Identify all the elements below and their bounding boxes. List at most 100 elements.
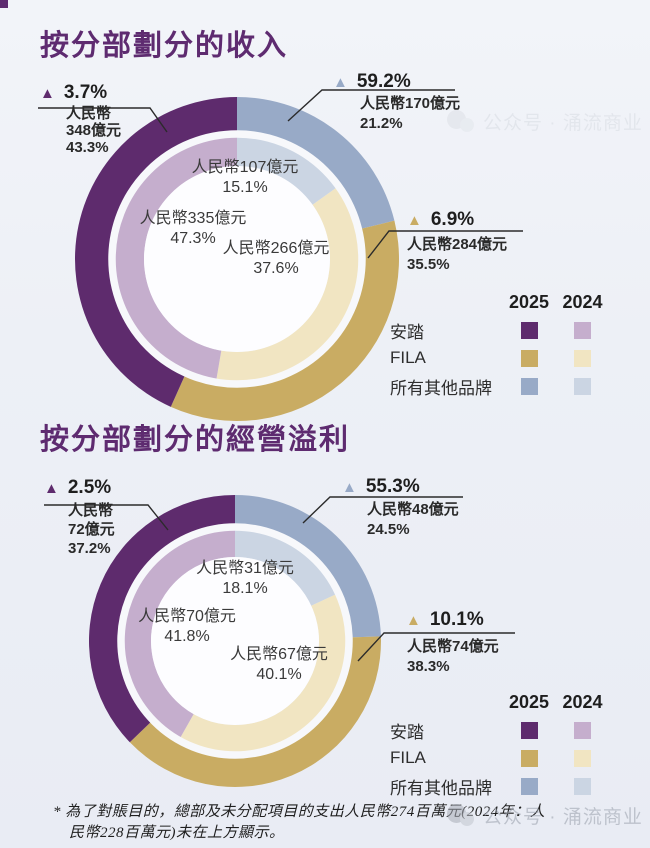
legend-swatch-cell (556, 349, 609, 367)
growth-percent: 10.1% (429, 609, 484, 630)
anta-2025-swatch (520, 321, 538, 339)
legend-label-anta: 安踏 (390, 722, 424, 742)
anta-2025-swatch (520, 721, 538, 739)
fila-2025-swatch (520, 349, 538, 367)
label-line: 72億元 (68, 521, 115, 538)
growth-triangle-icon: ▲ (44, 479, 59, 497)
label-line: 15.1% (222, 179, 268, 196)
donut-segment-2024-安踏 (123, 530, 235, 738)
growth-percent: 55.3% (365, 476, 420, 497)
donut-segment-2025-安踏 (74, 97, 237, 407)
watermark-top: 公众号 · 涌流商业 (447, 108, 643, 135)
profit-callout-fila-lines: 人民幣74億元 38.3% (407, 637, 499, 677)
donut-segment-2025-安踏 (89, 495, 235, 743)
label-line: 人民幣67億元 (230, 646, 328, 663)
label-line: 人民幣 (68, 502, 114, 519)
watermark-bottom: 公众号 · 涌流商业 (447, 802, 643, 829)
growth-triangle-icon: ▲ (406, 611, 421, 629)
profit-chart-title: 按分部劃分的經營溢利 (40, 424, 351, 456)
label-line: 24.5% (367, 521, 410, 538)
revenue-chart-title: 按分部劃分的收入 (40, 30, 289, 62)
growth-triangle-icon: ▲ (333, 73, 348, 91)
donut-segment-2025-FILA (129, 636, 381, 787)
donut-segment-2024-安踏 (115, 137, 237, 380)
ring-gap (108, 130, 366, 388)
donut-segment-2024-FILA (180, 594, 347, 752)
growth-triangle-icon: ▲ (40, 84, 55, 102)
growth-triangle-icon: ▲ (342, 478, 357, 496)
label-line: 38.3% (407, 658, 450, 675)
revenue-callout-fila-head: ▲ 6.9% (407, 209, 474, 231)
label-line: 人民幣70億元 (138, 608, 236, 625)
profit-callout-fila-head: ▲ 10.1% (406, 609, 484, 631)
label-line: 21.2% (360, 115, 403, 132)
revenue-callout-other-lines: 人民幣170億元 21.2% (360, 94, 460, 134)
legend-swatch-cell (502, 749, 556, 767)
revenue-callout-anta-head: ▲ 3.7% (40, 82, 107, 104)
label-line: 37.6% (253, 260, 299, 277)
donut-center (151, 557, 319, 725)
fila-2024-swatch (574, 749, 591, 767)
legend-year-2025: 2025 (508, 291, 550, 312)
profit-legend: 2025 2024 安踏 FILA 所有其他品牌 (390, 688, 609, 800)
legend-label-fila: FILA (390, 748, 426, 767)
fila-2025-swatch (520, 749, 538, 767)
revenue-inner-label-fila-2024: 人民幣266億元 37.6% (181, 239, 371, 279)
label-line: 37.2% (68, 540, 111, 557)
watermark-text: 公众号 · 涌流商业 (483, 113, 643, 134)
label-line: 人民幣170億元 (360, 95, 461, 112)
donut-segment-2024-所有其他品牌 (237, 137, 337, 205)
revenue-donut-chart (74, 97, 399, 422)
footnote-line-2: 民幣228百萬元)未在上方顯示。 (69, 825, 285, 841)
revenue-inner-label-anta-2024: 人民幣335億元 47.3% (98, 209, 288, 249)
corner-mark (0, 0, 8, 8)
legend-label-fila: FILA (390, 348, 426, 367)
label-line: 人民幣74億元 (407, 638, 499, 655)
profit-callout-anta-head: ▲ 2.5% (44, 477, 111, 499)
legend-year-2025: 2025 (508, 691, 550, 712)
label-line: 35.5% (407, 256, 450, 273)
profit-callout-other-lines: 人民幣48億元 24.5% (367, 500, 459, 540)
growth-percent: 59.2% (356, 71, 411, 92)
legend-label-other-brands: 所有其他品牌 (390, 378, 492, 398)
donut-segment-2024-FILA (216, 187, 359, 381)
legend-swatch-cell (502, 349, 556, 367)
revenue-legend: 2025 2024 安踏 FILA 所有其他品牌 (390, 288, 609, 400)
growth-percent: 6.9% (430, 209, 475, 230)
legend-swatch-cell (556, 749, 609, 767)
legend-swatch-cell (556, 377, 609, 395)
profit-inner-label-fila-2024: 人民幣67億元 40.1% (184, 645, 374, 685)
profit-callout-anta-lines: 人民幣 72億元 37.2% (68, 501, 115, 558)
label-line: 47.3% (170, 230, 216, 247)
profit-inner-label-anta-2024: 人民幣70億元 41.8% (92, 607, 282, 647)
label-line: 348億元 (66, 122, 122, 139)
ring-gap (117, 523, 353, 759)
label-line: 40.1% (256, 666, 302, 683)
label-line: 人民幣284億元 (407, 236, 508, 253)
legend-label-anta: 安踏 (390, 322, 424, 342)
other-2025-swatch (520, 377, 538, 395)
label-line: 18.1% (222, 580, 268, 597)
chat-bubbles-icon (447, 803, 477, 828)
anta-2024-swatch (574, 321, 591, 339)
label-line: 人民幣31億元 (196, 560, 294, 577)
revenue-callout-anta-lines: 人民幣 348億元 43.3% (66, 105, 121, 156)
donut-segment-2024-所有其他品牌 (235, 530, 336, 606)
label-line: 人民幣107億元 (191, 159, 299, 176)
legend-swatch-cell (556, 777, 609, 795)
label-line: 43.3% (66, 139, 109, 156)
label-line: 人民幣335億元 (139, 210, 247, 227)
revenue-callout-fila-lines: 人民幣284億元 35.5% (407, 235, 507, 275)
legend-swatch-cell (556, 321, 609, 339)
legend-label-other-brands: 所有其他品牌 (390, 778, 492, 798)
legend-swatch-cell (502, 721, 556, 739)
revenue-callout-other-head: ▲ 59.2% (333, 71, 411, 93)
other-2025-swatch (520, 777, 538, 795)
label-line: 人民幣48億元 (367, 501, 459, 518)
legend-swatch-cell (556, 721, 609, 739)
legend-swatch-cell (502, 777, 556, 795)
footnote-line-1: * 為了對賬目的，總部及未分配項目的支出人民幣274百萬元(2024年：人 (53, 804, 546, 820)
growth-percent: 3.7% (63, 82, 108, 103)
profit-inner-label-other-2024: 人民幣31億元 18.1% (150, 559, 340, 599)
